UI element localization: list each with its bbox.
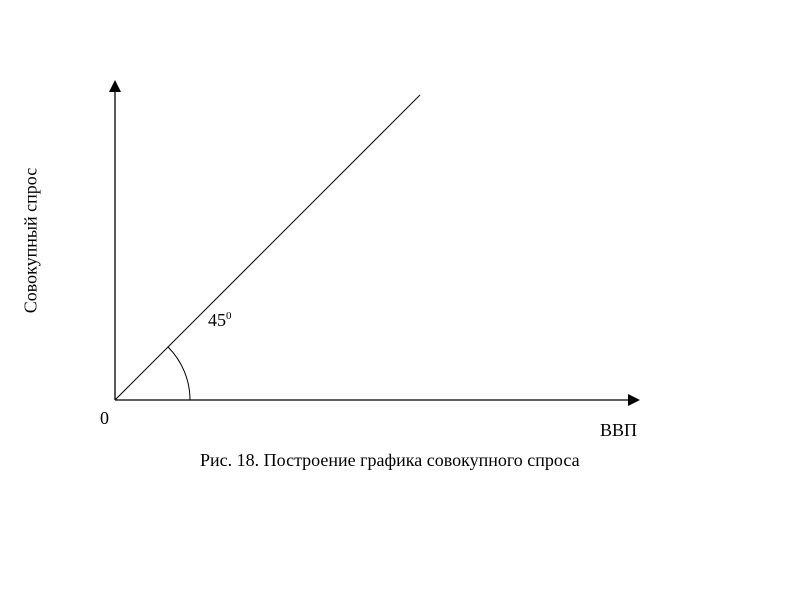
diagonal-line [115,95,420,400]
angle-superscript: 0 [226,310,232,322]
angle-arc [168,347,190,400]
angle-value: 45 [208,310,226,330]
chart-svg [0,0,800,600]
origin-label: 0 [100,408,109,429]
y-axis-label: Совокупный спрос [21,166,42,316]
angle-label: 450 [208,310,232,331]
figure-caption: Рис. 18. Построение графика совокупного … [200,450,580,471]
aggregate-demand-chart: Совокупный спрос ВВП 0 450 Рис. 18. Пост… [0,0,800,600]
x-axis-label: ВВП [600,420,637,441]
